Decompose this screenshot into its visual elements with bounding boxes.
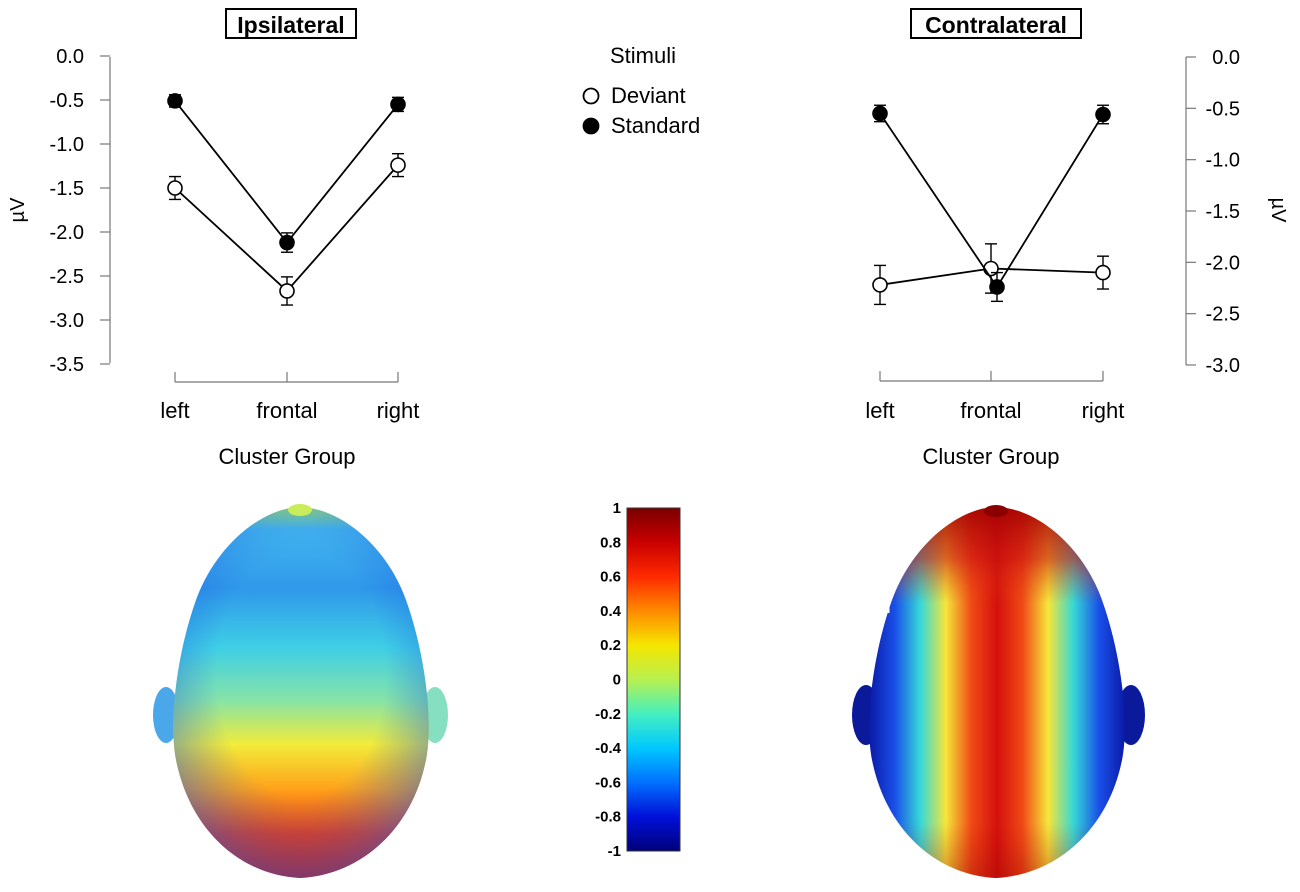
x-tick-label-right: right <box>377 398 420 423</box>
colorbar: 1 0.8 0.6 0.4 0.2 0 -0.2 -0.4 -0.6 -0.8 -1 <box>595 500 681 860</box>
y-tick-label: 0.0 <box>56 46 84 68</box>
ipsilateral-x-ticks: left frontal right <box>160 372 419 423</box>
ipsilateral-left-ear <box>153 687 179 743</box>
legend-deviant-label: Deviant <box>611 83 686 108</box>
data-point-deviant-right <box>390 157 406 173</box>
x-tick-label-left: left <box>865 398 894 423</box>
data-point-deviant-left <box>167 180 183 196</box>
y-tick-label: -3.5 <box>50 354 84 376</box>
colorbar-tick-label: 0.8 <box>600 534 621 551</box>
contralateral-y-label: µV <box>1267 198 1289 224</box>
contralateral-title-box <box>910 8 1082 39</box>
colorbar-tick-label: 1 <box>613 500 621 517</box>
contralateral-x-label: Cluster Group <box>923 444 1060 469</box>
y-tick-label: -2.0 <box>50 222 84 244</box>
legend-standard-marker <box>582 117 600 135</box>
ipsilateral-title: Ipsilateral <box>237 12 344 38</box>
legend-deviant-marker <box>582 87 600 105</box>
y-tick-label: -1.5 <box>50 178 84 200</box>
data-point-deviant-frontal <box>983 260 999 277</box>
ipsilateral-y-ticks: 0.0 -0.5 -1.0 -1.5 -2.0 -2.5 -3.0 -3.5 <box>50 46 110 376</box>
y-tick-label: -0.5 <box>50 90 84 112</box>
y-tick-label: -1.5 <box>1206 201 1240 223</box>
colorbar-tick-label: -0.4 <box>595 740 622 757</box>
ipsilateral-head-shading <box>173 507 429 878</box>
series-standard <box>872 104 1111 303</box>
ipsilateral-nose <box>288 504 312 516</box>
colorbar-scale <box>626 507 681 852</box>
x-tick-label-frontal: frontal <box>256 398 317 423</box>
y-tick-label: -2.5 <box>1206 304 1240 326</box>
legend: Stimuli Deviant Standard <box>582 43 700 138</box>
contralateral-y-ticks: 0.0 -0.5 -1.0 -1.5 -2.0 -2.5 -3.0 <box>1186 47 1240 377</box>
x-tick-label-frontal: frontal <box>960 398 1021 423</box>
ipsilateral-panel: Ipsilateral 0.0 -0.5 -1.0 -1.5 -2.0 -2.5 -3.0 -… <box>7 8 419 469</box>
data-point-standard-left <box>167 93 183 109</box>
legend-title: Stimuli <box>610 43 676 68</box>
series-standard <box>167 93 406 253</box>
series-deviant <box>872 243 1111 306</box>
colorbar-tick-label: -1 <box>608 843 621 860</box>
ipsilateral-plot-area <box>167 93 406 306</box>
contralateral-title: Contralateral <box>925 12 1067 38</box>
colorbar-tick-label: 0 <box>613 672 621 689</box>
contralateral-panel: Contralateral 0.0 -0.5 -1.0 -1.5 -2.0 -2.5 -3.… <box>865 8 1289 469</box>
data-point-deviant-right <box>1095 264 1111 281</box>
data-point-standard-left <box>872 105 888 122</box>
contralateral-nose <box>984 505 1008 517</box>
data-point-standard-right <box>1095 106 1111 123</box>
series-line-deviant <box>174 164 399 293</box>
contralateral-x-ticks: left frontal right <box>865 371 1124 423</box>
y-tick-label: -2.5 <box>50 266 84 288</box>
colorbar-tick-label: 0.6 <box>600 569 621 586</box>
data-point-deviant-left <box>872 277 888 293</box>
ipsilateral-topomap <box>153 504 448 878</box>
data-point-deviant-frontal <box>279 283 295 299</box>
contralateral-plot-area <box>872 104 1111 306</box>
ipsilateral-x-label: Cluster Group <box>219 444 356 469</box>
x-tick-label-left: left <box>160 398 189 423</box>
y-tick-label: -3.0 <box>50 310 84 332</box>
colorbar-tick-label: -0.2 <box>595 706 621 723</box>
y-tick-label: -1.0 <box>1206 150 1240 172</box>
colorbar-tick-label: 0.2 <box>600 637 621 654</box>
ipsilateral-y-label: µV <box>7 197 29 223</box>
contralateral-topomap <box>852 505 1145 878</box>
series-line-standard <box>174 100 399 245</box>
y-tick-label: -1.0 <box>50 134 84 156</box>
legend-standard-label: Standard <box>611 113 700 138</box>
x-tick-label-right: right <box>1082 398 1125 423</box>
ipsilateral-title-box <box>225 8 357 39</box>
data-point-standard-frontal <box>279 234 295 251</box>
data-point-standard-frontal <box>989 279 1005 295</box>
data-point-standard-right <box>390 96 406 113</box>
colorbar-ticks: 1 0.8 0.6 0.4 0.2 0 -0.2 -0.4 -0.6 -0.8 -1 <box>595 500 622 860</box>
contralateral-head-shading <box>869 507 1125 878</box>
colorbar-tick-label: 0.4 <box>600 603 622 620</box>
y-tick-label: -2.0 <box>1206 252 1240 274</box>
series-deviant <box>167 152 406 306</box>
colorbar-tick-label: -0.6 <box>595 774 621 791</box>
y-tick-label: -0.5 <box>1206 98 1240 120</box>
colorbar-tick-label: -0.8 <box>595 809 621 826</box>
y-tick-label: 0.0 <box>1212 47 1240 69</box>
y-tick-label: -3.0 <box>1206 355 1240 377</box>
